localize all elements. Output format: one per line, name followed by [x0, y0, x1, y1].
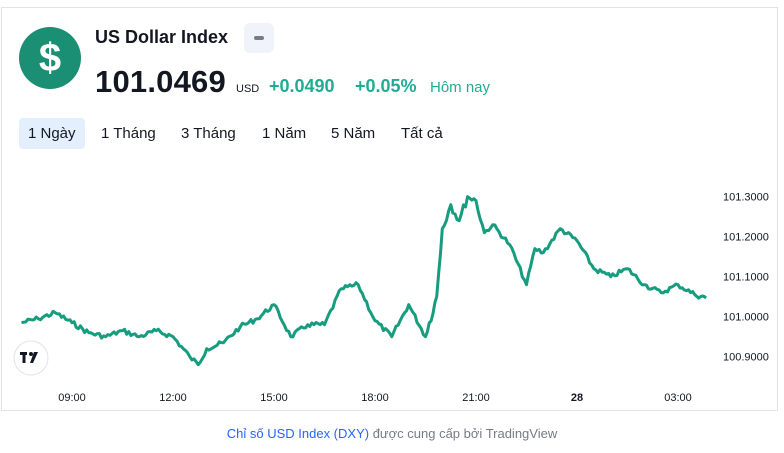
x-tick-label: 03:00 [664, 392, 692, 404]
y-axis: 101.3000 101.2000 101.1000 101.0000 100.9000 [723, 192, 769, 364]
dxy-link[interactable]: Chỉ số USD Index (DXY) [226, 426, 370, 441]
chart-line-group [21, 195, 707, 367]
tab-all[interactable]: Tất cả [401, 125, 443, 142]
collapse-button[interactable] [244, 23, 274, 53]
minus-icon [254, 36, 264, 40]
y-tick-label: 101.2000 [723, 232, 769, 244]
provider-name: TradingView [485, 426, 558, 441]
y-tick-label: 100.9000 [723, 352, 769, 364]
index-widget [1, 7, 778, 411]
tab-1-year[interactable]: 1 Năm [262, 125, 307, 142]
x-tick-label: 09:00 [58, 392, 86, 404]
price-line [21, 195, 707, 367]
y-tick-label: 101.1000 [723, 272, 769, 284]
price-value: 101.0469 [95, 64, 226, 99]
currency-label: USD [236, 83, 260, 95]
provided-by-text: được cung cấp bởi [372, 426, 483, 441]
period-label: Hôm nay [430, 79, 491, 96]
dollar-logo-icon: $ [19, 27, 81, 89]
x-tick-label: 18:00 [361, 392, 389, 404]
footer: Chỉ số USD Index (DXY) được cung cấp bởi… [0, 426, 784, 441]
tab-1-day[interactable]: 1 Ngày [19, 118, 85, 149]
dollar-symbol: $ [38, 36, 62, 80]
price-change-percent: +0.05% [355, 76, 417, 96]
tab-3-months[interactable]: 3 Tháng [181, 125, 236, 142]
x-tick-label: 15:00 [260, 392, 288, 404]
y-tick-label: 101.0000 [723, 312, 769, 324]
x-tick-label: 28 [571, 392, 583, 404]
price-change: +0.0490 [269, 76, 335, 96]
x-axis: 09:00 12:00 15:00 18:00 21:00 28 03:00 [58, 392, 692, 404]
index-title: US Dollar Index [95, 27, 229, 47]
tab-1-month[interactable]: 1 Tháng [101, 125, 156, 142]
tab-5-years[interactable]: 5 Năm [331, 125, 376, 142]
x-tick-label: 12:00 [159, 392, 187, 404]
tradingview-logo-icon[interactable] [13, 340, 49, 376]
x-tick-label: 21:00 [462, 392, 490, 404]
y-tick-label: 101.3000 [723, 192, 769, 204]
